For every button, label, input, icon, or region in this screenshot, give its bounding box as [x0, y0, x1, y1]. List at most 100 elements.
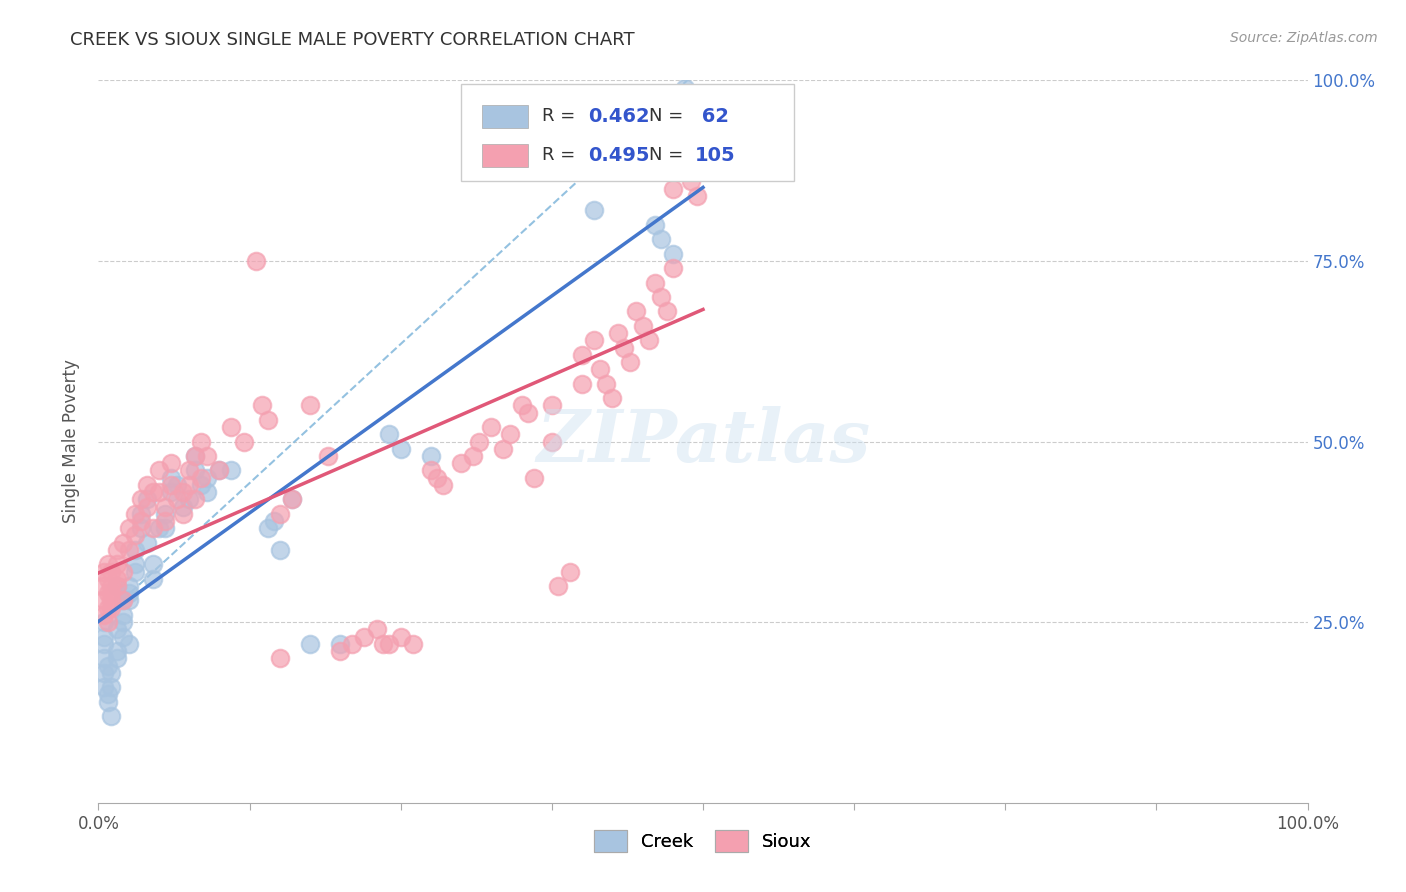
Point: [607, 326, 630, 340]
Point: [510, 398, 533, 412]
Point: [142, 572, 165, 586]
Point: [97, 558, 120, 572]
Point: [129, 521, 152, 535]
Point: [589, 362, 612, 376]
Point: [195, 449, 218, 463]
Point: [232, 434, 254, 449]
Point: [160, 470, 183, 484]
Text: R =: R =: [543, 107, 581, 126]
Point: [105, 542, 128, 557]
Point: [256, 521, 278, 535]
Point: [111, 593, 134, 607]
Text: N =: N =: [648, 107, 689, 126]
Point: [124, 565, 146, 579]
Point: [583, 203, 606, 218]
Point: [153, 521, 176, 535]
Point: [571, 348, 593, 362]
Point: [184, 449, 207, 463]
Point: [172, 485, 194, 500]
Point: [172, 500, 194, 514]
Point: [468, 434, 491, 449]
Y-axis label: Single Male Poverty: Single Male Poverty: [62, 359, 80, 524]
Point: [97, 658, 120, 673]
Point: [208, 463, 231, 477]
FancyBboxPatch shape: [482, 144, 527, 167]
Point: [190, 434, 212, 449]
Point: [250, 398, 273, 412]
Point: [97, 687, 120, 701]
Point: [644, 276, 666, 290]
Point: [93, 579, 115, 593]
Point: [142, 485, 165, 500]
Point: [93, 637, 115, 651]
Point: [111, 607, 134, 622]
Point: [221, 463, 243, 477]
Point: [269, 542, 291, 557]
Point: [583, 334, 606, 348]
Point: [118, 637, 141, 651]
Point: [172, 507, 194, 521]
Point: [93, 593, 115, 607]
Point: [595, 376, 617, 391]
Point: [679, 174, 702, 188]
Point: [626, 304, 648, 318]
Point: [644, 218, 666, 232]
Point: [129, 507, 152, 521]
Point: [661, 261, 683, 276]
Point: [111, 630, 134, 644]
Point: [97, 586, 120, 600]
Text: 0.495: 0.495: [588, 146, 650, 165]
Point: [93, 680, 115, 694]
Point: [613, 341, 636, 355]
Point: [637, 334, 659, 348]
Point: [93, 651, 115, 665]
FancyBboxPatch shape: [461, 84, 793, 181]
Point: [366, 623, 388, 637]
Text: CREEK VS SIOUX SINGLE MALE POVERTY CORRELATION CHART: CREEK VS SIOUX SINGLE MALE POVERTY CORRE…: [70, 31, 636, 49]
Point: [148, 485, 170, 500]
Point: [105, 644, 128, 658]
Point: [118, 586, 141, 600]
Point: [179, 463, 201, 477]
Point: [686, 87, 709, 102]
Point: [135, 478, 157, 492]
Point: [135, 535, 157, 549]
Point: [124, 528, 146, 542]
Text: 105: 105: [695, 146, 735, 165]
Point: [111, 565, 134, 579]
Point: [377, 637, 399, 651]
Point: [97, 572, 120, 586]
Point: [650, 290, 672, 304]
Point: [105, 558, 128, 572]
Point: [426, 470, 449, 484]
Text: Source: ZipAtlas.com: Source: ZipAtlas.com: [1230, 31, 1378, 45]
Point: [269, 507, 291, 521]
Point: [492, 442, 515, 456]
Point: [100, 709, 122, 723]
Point: [353, 630, 375, 644]
Point: [558, 565, 581, 579]
Point: [97, 695, 120, 709]
Point: [269, 651, 291, 665]
Point: [124, 542, 146, 557]
Point: [420, 449, 443, 463]
Point: [142, 558, 165, 572]
Point: [195, 470, 218, 484]
Point: [281, 492, 304, 507]
Point: [148, 463, 170, 477]
Point: [100, 586, 122, 600]
Point: [342, 637, 364, 651]
Point: [97, 600, 120, 615]
Point: [673, 80, 696, 95]
Point: [135, 492, 157, 507]
Point: [281, 492, 304, 507]
Point: [111, 593, 134, 607]
Point: [631, 318, 654, 333]
Point: [105, 623, 128, 637]
Text: ZIPatlas: ZIPatlas: [536, 406, 870, 477]
Point: [668, 145, 690, 160]
Text: R =: R =: [543, 146, 581, 164]
Point: [118, 593, 141, 607]
Point: [118, 542, 141, 557]
Point: [118, 521, 141, 535]
